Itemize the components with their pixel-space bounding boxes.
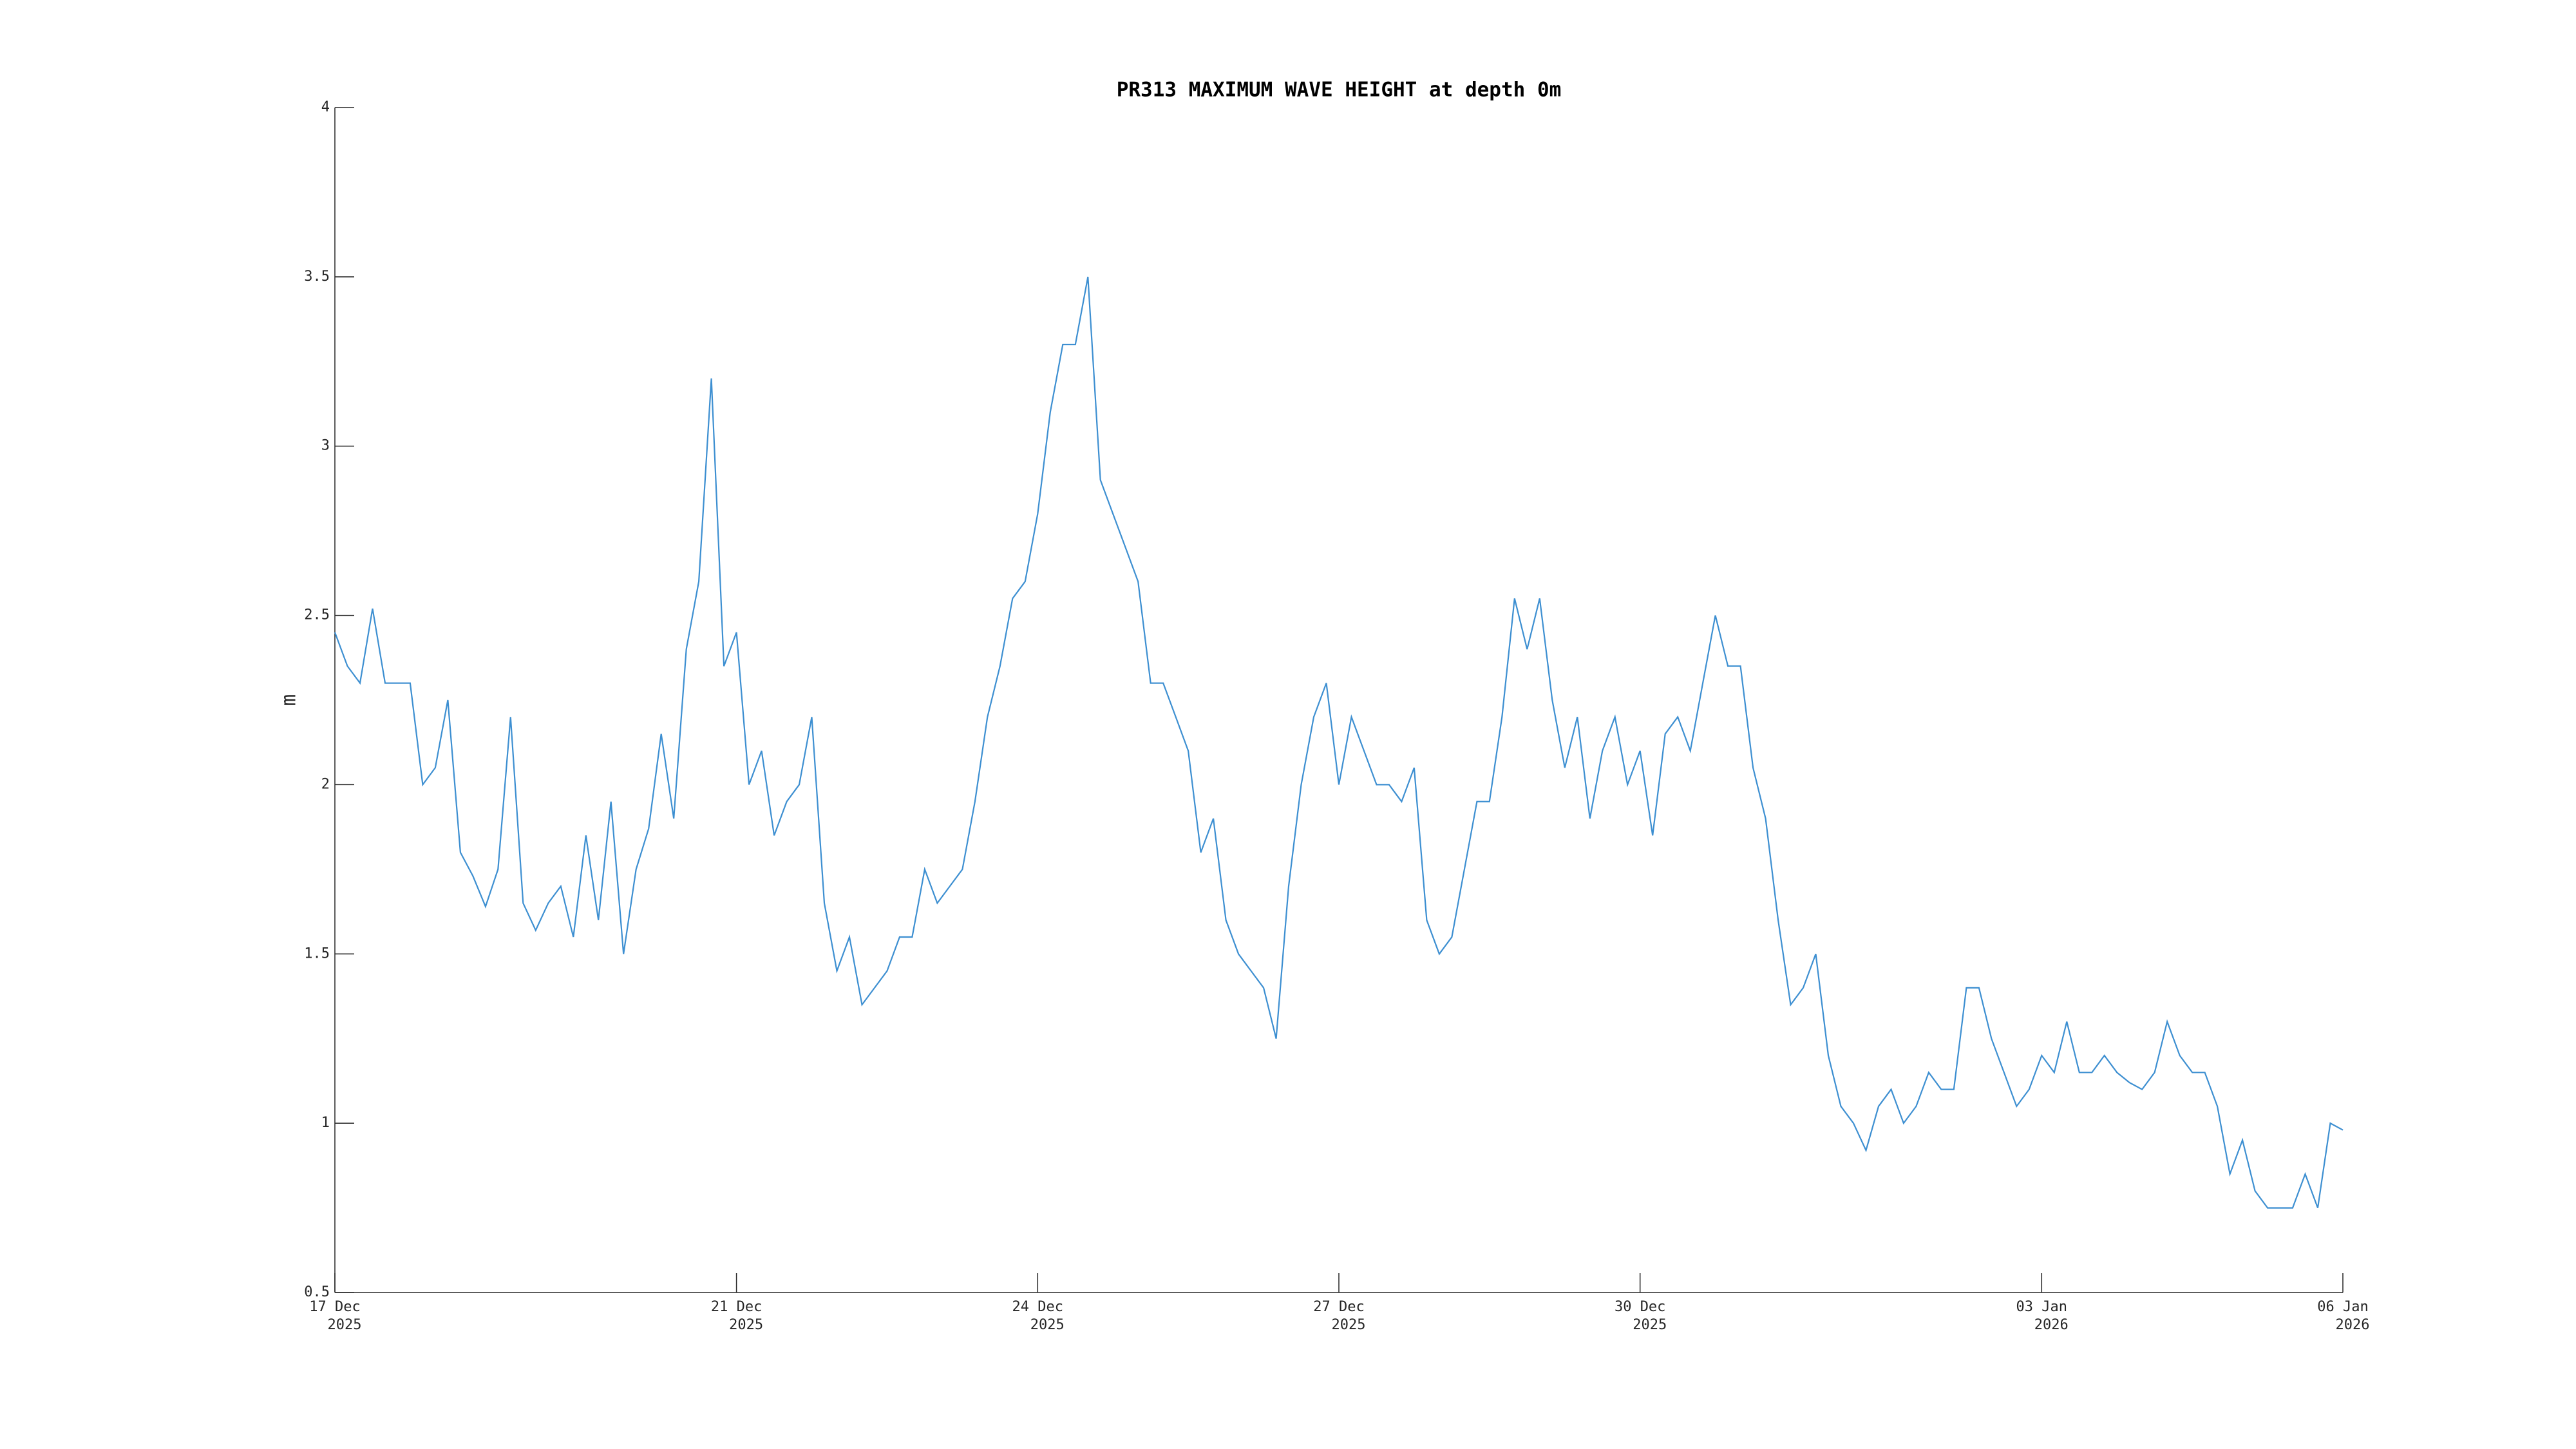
y-tick-label: 2.5 xyxy=(304,607,330,623)
x-tick-label: 24 Dec xyxy=(1012,1299,1063,1315)
y-tick-label: 3 xyxy=(321,438,330,454)
x-tick-label: 2026 xyxy=(2336,1317,2370,1333)
x-tick-label: 27 Dec xyxy=(1313,1299,1364,1315)
data-line xyxy=(334,276,2344,1209)
x-tick-label: 2025 xyxy=(1030,1317,1065,1333)
x-tick-label: 2026 xyxy=(2034,1317,2069,1333)
y-tick-label: 1 xyxy=(321,1115,330,1131)
x-tick-label: 2025 xyxy=(1633,1317,1667,1333)
x-tick-label: 03 Jan xyxy=(2016,1299,2067,1315)
y-tick-label: 1.5 xyxy=(304,945,330,961)
y-tick-label: 4 xyxy=(321,99,330,115)
y-tick-label: 2 xyxy=(321,776,330,792)
y-axis-label: m xyxy=(278,694,301,706)
x-tick-label: 2025 xyxy=(729,1317,763,1333)
x-tick-label: 2025 xyxy=(1332,1317,1366,1333)
y-tick-label: 0.5 xyxy=(304,1284,330,1300)
x-tick-label: 21 Dec xyxy=(711,1299,762,1315)
chart-title: PR313 MAXIMUM WAVE HEIGHT at depth 0m xyxy=(1117,79,1562,102)
x-tick-label: 17 Dec xyxy=(309,1299,360,1315)
x-tick-label: 06 Jan xyxy=(2317,1299,2368,1315)
x-tick-label: 30 Dec xyxy=(1615,1299,1665,1315)
x-tick-label: 2025 xyxy=(328,1317,362,1333)
y-tick-label: 3.5 xyxy=(304,269,330,285)
